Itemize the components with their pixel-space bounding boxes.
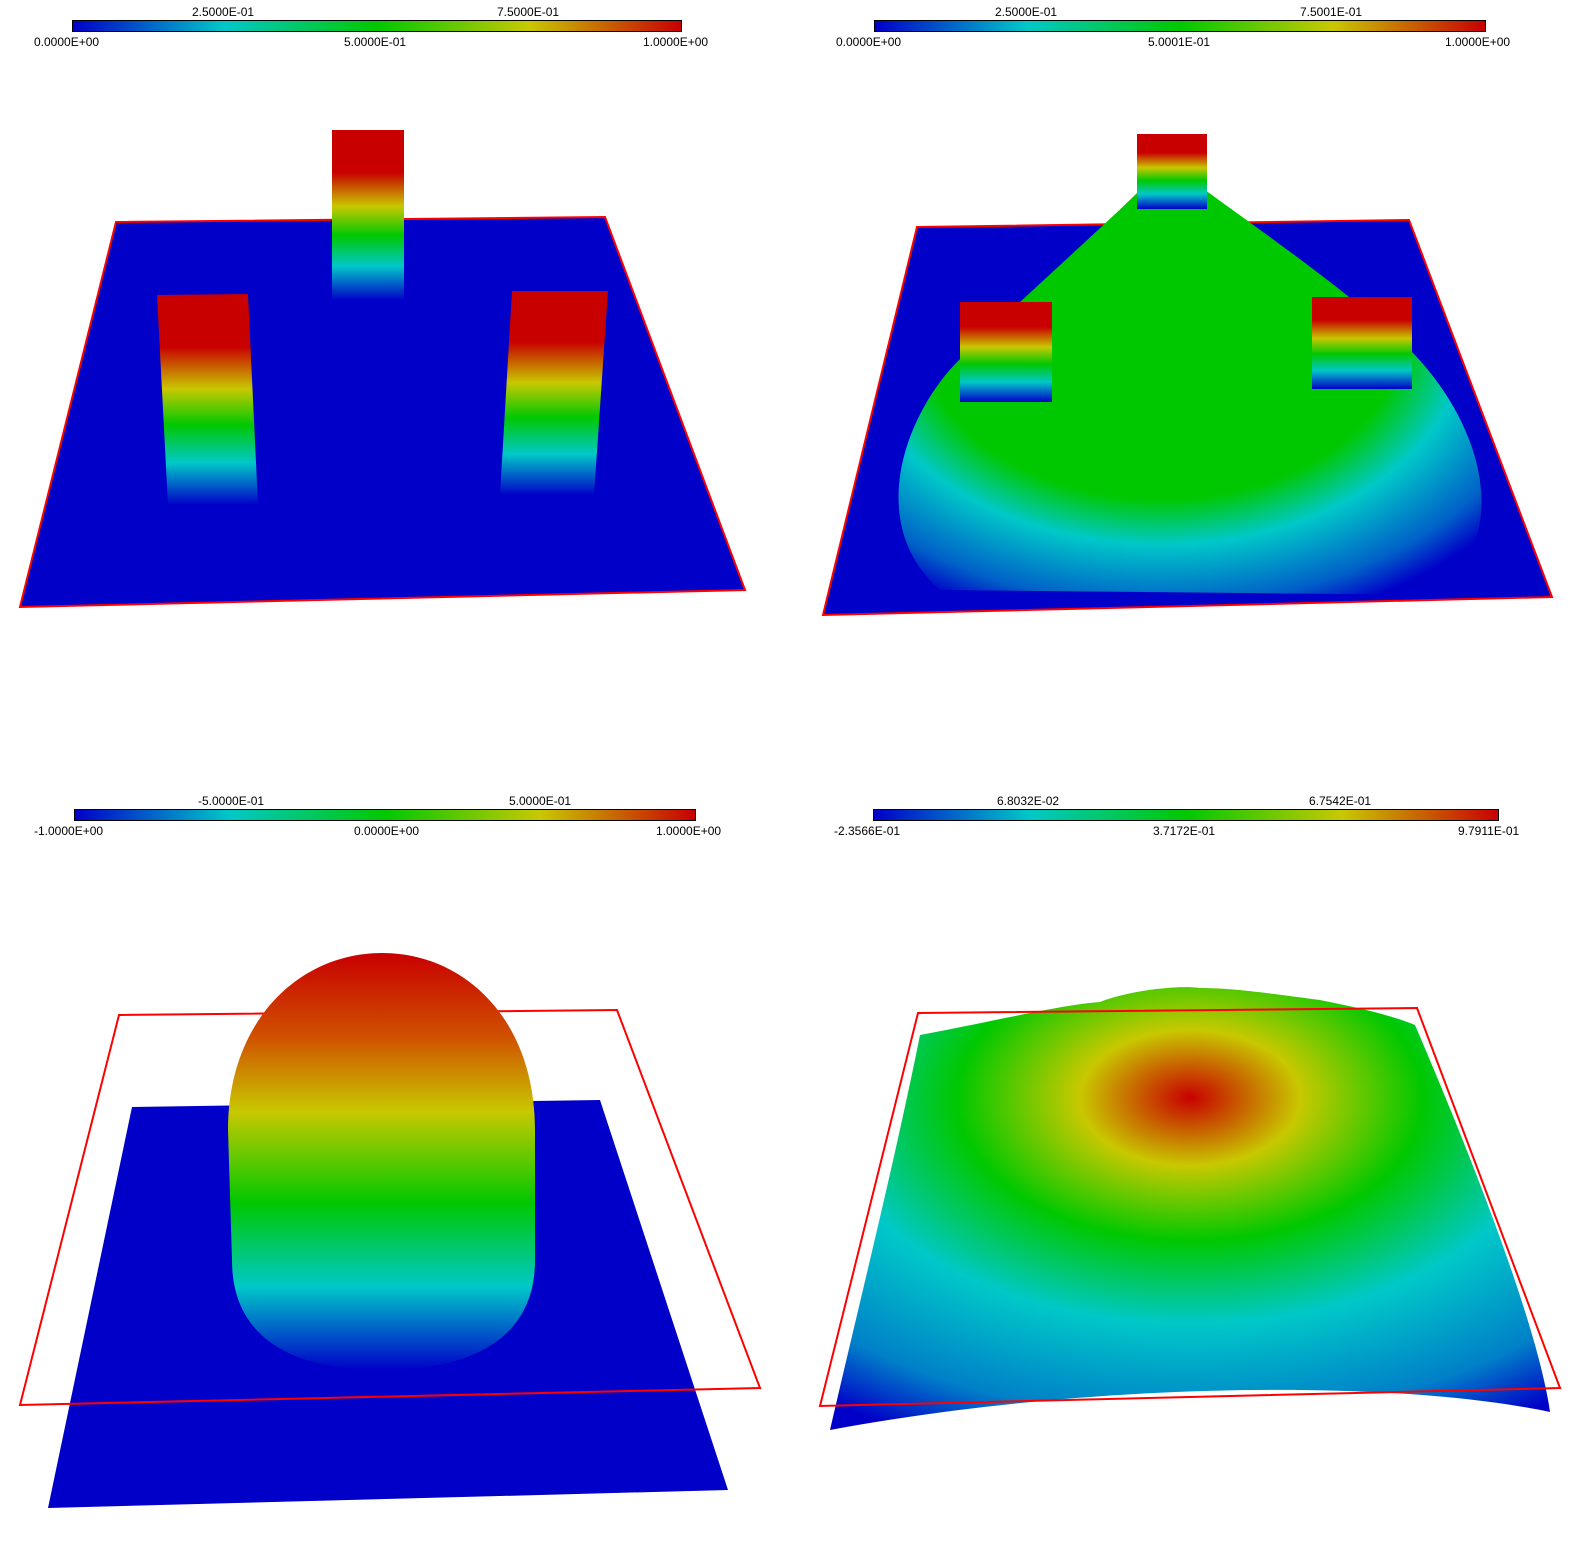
- surface-plot-2: [821, 134, 1554, 617]
- colorbar-3-tick-bottom-2: 0.0000E+00: [354, 824, 420, 838]
- colorbar-1: [72, 20, 682, 32]
- colorbar-1-tick-bottom-2: 5.0000E-01: [344, 35, 407, 49]
- colorbar-1-tick-bottom-3: 1.0000E+00: [643, 35, 709, 49]
- panel-3: -5.0000E-01 5.0000E-01 -1.0000E+00 0.000…: [0, 780, 790, 1548]
- dome: [228, 953, 535, 1370]
- panel-4: 6.8032E-02 6.7542E-01 -2.3566E-01 3.7172…: [800, 780, 1590, 1548]
- colorbar-4-tick-bottom-2: 3.7172E-01: [1153, 824, 1216, 838]
- colorbar-3: [74, 809, 696, 821]
- column-left: [960, 302, 1052, 402]
- colorbar-1-tick-top-1: 2.5000E-01: [192, 5, 255, 19]
- colorbar-2-tick-top-2: 7.5001E-01: [1300, 5, 1363, 19]
- curved-surface: [830, 987, 1550, 1430]
- column-right: [1312, 297, 1412, 389]
- column-left: [157, 294, 258, 505]
- colorbar-4-tick-top-1: 6.8032E-02: [997, 794, 1060, 808]
- column-right: [500, 291, 608, 495]
- colorbar-4: [873, 809, 1499, 821]
- colorbar-3-tick-top-2: 5.0000E-01: [509, 794, 572, 808]
- colorbar-4-tick-bottom-3: 9.7911E-01: [1458, 824, 1520, 838]
- panel-1: 2.5000E-01 7.5000E-01 0.0000E+00 5.0000E…: [0, 0, 790, 760]
- colorbar-2: [874, 20, 1486, 32]
- surface-plot-3: [18, 953, 762, 1508]
- colorbar-2-tick-bottom-1: 0.0000E+00: [836, 35, 902, 49]
- column-back: [332, 130, 404, 300]
- reference-frame: [818, 1006, 1562, 1408]
- diffused-surface: [898, 190, 1482, 595]
- panel-2: 2.5000E-01 7.5001E-01 0.0000E+00 5.0001E…: [800, 0, 1590, 760]
- surface-plot-4: [818, 987, 1562, 1430]
- column-back: [1137, 134, 1207, 209]
- colorbar-4-tick-bottom-1: -2.3566E-01: [834, 824, 901, 838]
- colorbar-3-tick-bottom-3: 1.0000E+00: [656, 824, 722, 838]
- colorbar-2-tick-top-1: 2.5000E-01: [995, 5, 1058, 19]
- surface-plot-1: [18, 130, 747, 609]
- colorbar-4-tick-top-2: 6.7542E-01: [1309, 794, 1372, 808]
- colorbar-3-tick-top-1: -5.0000E-01: [198, 794, 265, 808]
- colorbar-3-tick-bottom-1: -1.0000E+00: [34, 824, 104, 838]
- colorbar-1-tick-top-2: 7.5000E-01: [497, 5, 560, 19]
- colorbar-1-tick-bottom-1: 0.0000E+00: [34, 35, 100, 49]
- colorbar-2-tick-bottom-3: 1.0000E+00: [1445, 35, 1511, 49]
- colorbar-2-tick-bottom-2: 5.0001E-01: [1148, 35, 1211, 49]
